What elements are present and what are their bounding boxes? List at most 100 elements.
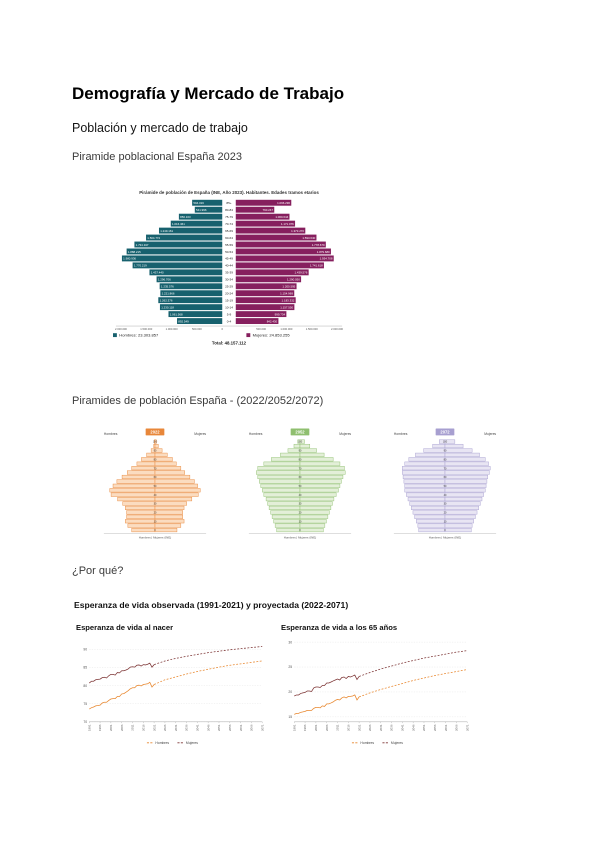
svg-text:1.290.050: 1.290.050 [287, 278, 300, 282]
svg-text:1.235.576: 1.235.576 [161, 285, 174, 289]
svg-text:2016: 2016 [346, 724, 350, 731]
svg-text:856.163: 856.163 [180, 215, 191, 219]
svg-text:40: 40 [154, 493, 157, 497]
svg-text:1.888.215: 1.888.215 [128, 250, 141, 254]
svg-text:2026: 2026 [368, 724, 372, 731]
svg-text:Total: 48.157.112: Total: 48.157.112 [212, 340, 247, 345]
svg-text:2041: 2041 [196, 724, 200, 731]
svg-text:1991: 1991 [292, 724, 296, 731]
svg-text:1.183.332: 1.183.332 [282, 298, 295, 302]
svg-text:15-19: 15-19 [225, 298, 233, 302]
svg-text:30: 30 [154, 502, 157, 506]
svg-text:60: 60 [299, 475, 302, 479]
svg-text:1.934.708: 1.934.708 [320, 257, 333, 261]
svg-text:100: 100 [443, 440, 448, 444]
svg-text:1.221.866: 1.221.866 [162, 292, 175, 296]
svg-text:1.000.000: 1.000.000 [166, 327, 178, 331]
life-expectancy-65-panel: Esperanza de vida a los 65 años 15 20 25 30… [279, 623, 474, 749]
svg-text:2051: 2051 [422, 724, 426, 731]
svg-text:1.504.772: 1.504.772 [147, 236, 160, 240]
svg-text:20: 20 [299, 511, 302, 515]
svg-text:Hombres | Mujeres (INE): Hombres | Mujeres (INE) [139, 536, 171, 540]
svg-text:2021: 2021 [152, 724, 156, 731]
svg-text:Hombres: Hombres [394, 432, 408, 436]
svg-text:2041: 2041 [401, 724, 405, 731]
svg-text:Hombres: 23.303.857: Hombres: 23.303.857 [119, 333, 159, 338]
svg-text:1996: 1996 [303, 724, 307, 731]
svg-text:1.262.376: 1.262.376 [160, 298, 173, 302]
population-pyramid-2052-chart: Hombres Mujeres20521009080706050403020100… [249, 428, 351, 540]
svg-text:85: 85 [83, 666, 87, 670]
svg-text:2071: 2071 [260, 724, 264, 731]
svg-text:1.061.568: 1.061.568 [170, 312, 183, 316]
population-pyramid-2022-chart: Hombres Mujeres20221009080706050403020100… [103, 428, 206, 540]
population-pyramid-2023-chart: Pirámide de población de España (INE, Añ… [84, 186, 374, 347]
svg-text:2031: 2031 [379, 724, 383, 731]
svg-text:2011: 2011 [131, 724, 135, 731]
svg-text:1.980.936: 1.980.936 [123, 257, 136, 261]
svg-text:60: 60 [154, 475, 157, 479]
svg-text:40: 40 [299, 493, 302, 497]
svg-text:45-49: 45-49 [225, 257, 233, 261]
svg-text:1.016.461: 1.016.461 [172, 222, 185, 226]
svg-text:1.879.680: 1.879.680 [317, 250, 330, 254]
svg-text:2.000.000: 2.000.000 [331, 327, 343, 331]
svg-text:1996: 1996 [98, 724, 102, 731]
svg-text:2061: 2061 [444, 724, 448, 731]
svg-text:Hombres | Mujeres (INE): Hombres | Mujeres (INE) [429, 536, 461, 540]
svg-text:Hombres: Hombres [249, 432, 263, 436]
svg-text:75-79: 75-79 [225, 215, 233, 219]
svg-text:20: 20 [154, 511, 157, 515]
svg-text:75: 75 [83, 702, 87, 706]
svg-text:1.500.000: 1.500.000 [140, 327, 152, 331]
svg-text:80: 80 [299, 457, 302, 461]
svg-text:2056: 2056 [433, 724, 437, 731]
svg-text:1.373.270: 1.373.270 [291, 229, 304, 233]
svg-text:0: 0 [299, 528, 301, 532]
svg-text:1991: 1991 [87, 724, 91, 731]
svg-text:65-69: 65-69 [225, 229, 233, 233]
svg-text:0-4: 0-4 [227, 319, 232, 323]
svg-text:25: 25 [288, 665, 292, 669]
svg-text:2036: 2036 [390, 724, 394, 731]
svg-text:Pirámide de población de Españ: Pirámide de población de España (INE, Añ… [139, 190, 319, 195]
svg-text:0: 0 [154, 528, 156, 532]
svg-text:Hombres: Hombres [104, 432, 118, 436]
svg-text:55-59: 55-59 [225, 243, 233, 247]
svg-text:50: 50 [444, 484, 447, 488]
svg-text:2006: 2006 [120, 724, 124, 731]
svg-text:Mujeres: Mujeres [484, 432, 496, 436]
svg-text:1.060.644: 1.060.644 [275, 215, 288, 219]
svg-text:70: 70 [154, 466, 157, 470]
svg-text:40: 40 [444, 493, 447, 497]
svg-text:20: 20 [444, 511, 447, 515]
svg-text:892.549: 892.549 [178, 319, 189, 323]
svg-text:1.249.161: 1.249.161 [160, 229, 173, 233]
svg-text:2066: 2066 [455, 724, 459, 731]
svg-text:90: 90 [83, 648, 87, 652]
svg-text:2011: 2011 [336, 724, 340, 731]
svg-text:2001: 2001 [314, 724, 318, 731]
svg-text:Hombres: Hombres [360, 741, 374, 745]
svg-text:60-64: 60-64 [225, 236, 233, 240]
svg-text:10: 10 [154, 519, 157, 523]
svg-text:0: 0 [444, 528, 446, 532]
svg-text:2036: 2036 [185, 724, 189, 731]
svg-text:50: 50 [154, 484, 157, 488]
svg-text:50-54: 50-54 [225, 250, 233, 254]
svg-text:20-24: 20-24 [225, 292, 233, 296]
svg-text:1.200.595: 1.200.595 [282, 285, 295, 289]
svg-text:2066: 2066 [250, 724, 254, 731]
life-expectancy-65-chart: 15 20 25 30 1991 1996 2001 2006 2011 2016 2021 2026… [288, 640, 469, 745]
svg-text:100: 100 [153, 440, 158, 444]
svg-text:30: 30 [444, 502, 447, 506]
svg-text:20: 20 [288, 690, 292, 694]
svg-text:80: 80 [83, 684, 87, 688]
life-expectancy-block: Esperanza de vida observada (1991-2021) … [74, 600, 484, 749]
svg-text:2021: 2021 [357, 724, 361, 731]
svg-text:2072: 2072 [440, 430, 450, 435]
svg-text:2026: 2026 [163, 724, 167, 731]
svg-text:30: 30 [288, 640, 292, 644]
svg-text:500.000: 500.000 [192, 327, 202, 331]
